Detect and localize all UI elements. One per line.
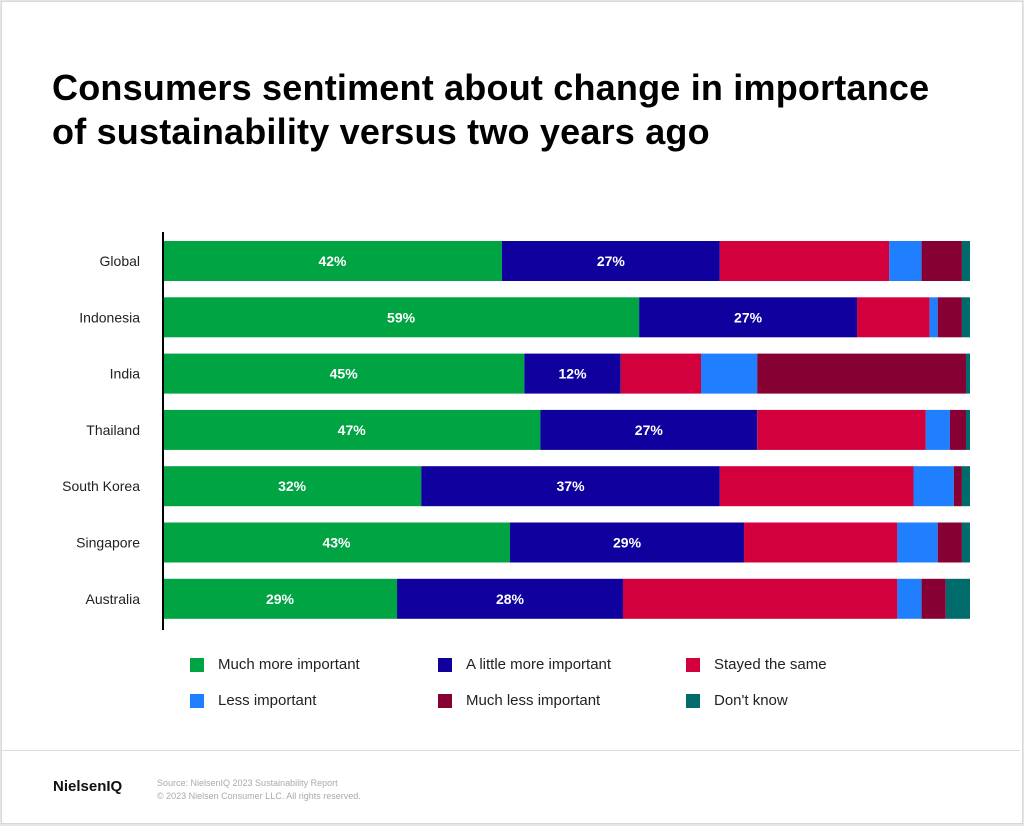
source-note: Source: NielsenIQ 2023 Sustainability Re… [157,777,361,803]
bar-segment [163,522,511,563]
bar-segment [961,297,970,338]
bar-segment [897,522,938,563]
data-label: 28% [496,591,525,607]
data-label: 47% [338,422,367,438]
bar-segment [757,409,926,450]
legend-item: A little more important [438,656,611,673]
category-label: India [110,366,141,382]
category-label: Thailand [86,422,140,438]
bar-segment [163,409,541,450]
bar-segment [937,297,962,338]
bar-segment [961,241,970,281]
bar-segment [965,409,970,450]
data-label: 29% [613,535,642,551]
bar-segment [397,578,623,619]
bar-segment [961,522,970,563]
data-label: 59% [387,309,416,325]
data-label: 12% [559,366,588,382]
bar-segment [961,466,970,507]
bar-segment [949,409,966,450]
category-label: Indonesia [79,309,140,325]
bar-segment [937,522,962,563]
legend-swatch [190,657,204,672]
nielseniq-logo: NielsenIQ [53,778,123,795]
legend-item: Much more important [190,656,360,673]
legend-item: Stayed the same [686,656,827,673]
legend-swatch [438,657,452,672]
legend-label: Don't know [714,692,788,709]
footer-divider [0,750,1020,751]
bar-segment [524,353,621,394]
legend-item: Much less important [438,692,600,709]
legend-label: Much more important [218,656,360,673]
bar-segment [857,297,930,338]
legend-item: Don't know [686,692,788,709]
bar-segment [953,466,962,507]
bar-segment [889,241,922,281]
bar-segment [163,297,640,338]
copyright-text: © 2023 Nielsen Consumer LLC. All rights … [157,791,361,801]
bar-segment [945,578,970,619]
legend-label: Much less important [466,692,601,709]
bar-segment [163,241,502,281]
legend-swatch [686,657,700,672]
legend-label: A little more important [466,656,612,673]
legend-label: Less important [218,692,317,709]
bar-segment [501,241,720,281]
bar-segment [921,578,946,619]
bar-segment [421,466,720,507]
data-label: 27% [635,422,664,438]
bar-segment [163,466,422,507]
bar-segment [744,522,898,563]
bar-segment [925,409,950,450]
legend-item: Less important [190,692,316,709]
bar-segment [620,353,701,394]
legend-swatch [438,693,452,708]
bar-segment [757,353,966,394]
category-label: South Korea [62,478,140,494]
bar-segment [929,297,938,338]
bar-segment [510,522,745,563]
bar-segment [639,297,858,338]
data-label: 42% [318,253,347,269]
legend-swatch [686,693,700,708]
bar-segment [965,353,970,394]
data-label: 27% [597,253,626,269]
legend-swatch [190,693,204,708]
bar-segment [163,578,398,619]
data-label: 37% [557,478,586,494]
bar-segment [719,466,914,507]
bar-segment [719,241,890,281]
bar-segment [540,409,758,450]
source-text: Source: NielsenIQ 2023 Sustainability Re… [157,778,338,788]
category-label: Singapore [76,535,140,551]
chart-title: Consumers sentiment about change in impo… [52,67,930,152]
data-label: 27% [734,309,763,325]
bar-segment [163,353,525,394]
bar-segment [701,353,758,394]
category-label: Australia [86,591,141,607]
bar-segment [622,578,898,619]
data-label: 32% [278,478,307,494]
data-label: 29% [266,591,295,607]
legend-label: Stayed the same [714,656,827,673]
category-label: Global [100,253,140,269]
bar-segment [921,241,962,281]
bar-segment [913,466,954,507]
stacked-bar-chart: Global 42% 27% Indonesia 59% 27% India 45% 12% Th… [62,232,970,630]
data-label: 43% [322,535,351,551]
bar-segment [897,578,922,619]
data-label: 45% [330,366,359,382]
